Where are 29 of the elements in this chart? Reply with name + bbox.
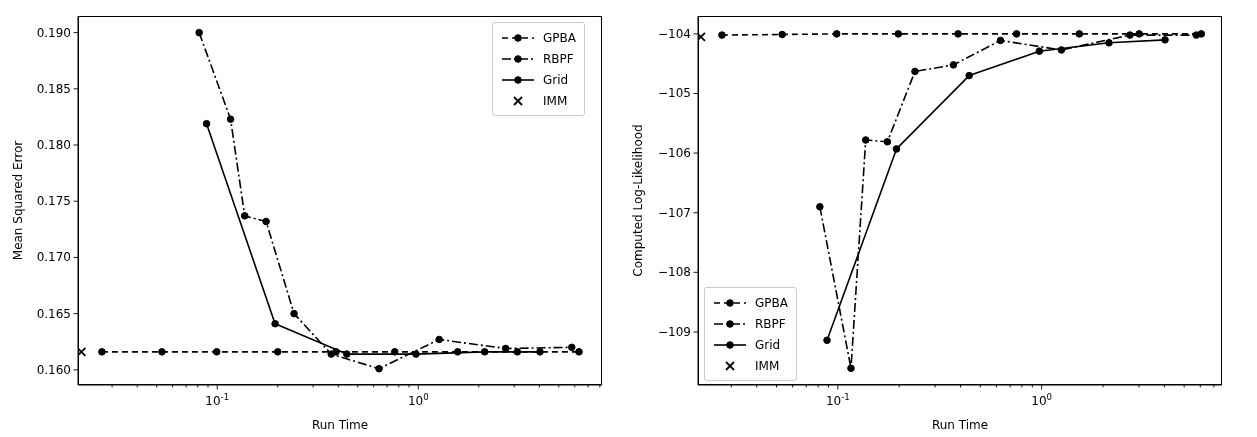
legend-label: Grid [543, 72, 569, 87]
legend-label: GPBA [543, 30, 576, 45]
x-tick-label: 10$^{0}$ [1031, 392, 1053, 408]
y-tick-label: 0.170 [36, 250, 71, 265]
x-tick-label: 10$^{-1}$ [205, 392, 230, 408]
legend-label: IMM [543, 93, 568, 108]
x-axis-title: Run Time [311, 418, 369, 432]
y-axis-title: Computed Log-Likelihood [631, 124, 646, 277]
legend-label: GPBA [755, 295, 788, 310]
y-tick-label: −106 [658, 146, 691, 161]
legend-label: RBPF [755, 316, 786, 331]
y-tick-label: −104 [658, 26, 691, 41]
legend-label: RBPF [543, 51, 574, 66]
x-tick-label: 10$^{0}$ [407, 392, 429, 408]
y-tick-label: −109 [658, 324, 691, 339]
x-axis-title: Run Time [931, 418, 989, 432]
y-tick-label: −107 [658, 205, 691, 220]
legend-label: IMM [755, 358, 780, 373]
legend-label: Grid [755, 337, 781, 352]
y-axis-title: Mean Squared Error [11, 140, 26, 261]
y-tick-label: −105 [658, 86, 691, 101]
y-tick-label: 0.165 [36, 306, 71, 321]
y-tick-label: 0.160 [36, 362, 71, 377]
y-tick-label: 0.190 [36, 25, 71, 40]
y-tick-label: −108 [658, 265, 691, 280]
x-tick-label: 10$^{-1}$ [825, 392, 850, 408]
y-tick-label: 0.185 [36, 81, 71, 96]
y-tick-label: 0.180 [36, 138, 71, 153]
y-tick-label: 0.175 [36, 194, 71, 209]
